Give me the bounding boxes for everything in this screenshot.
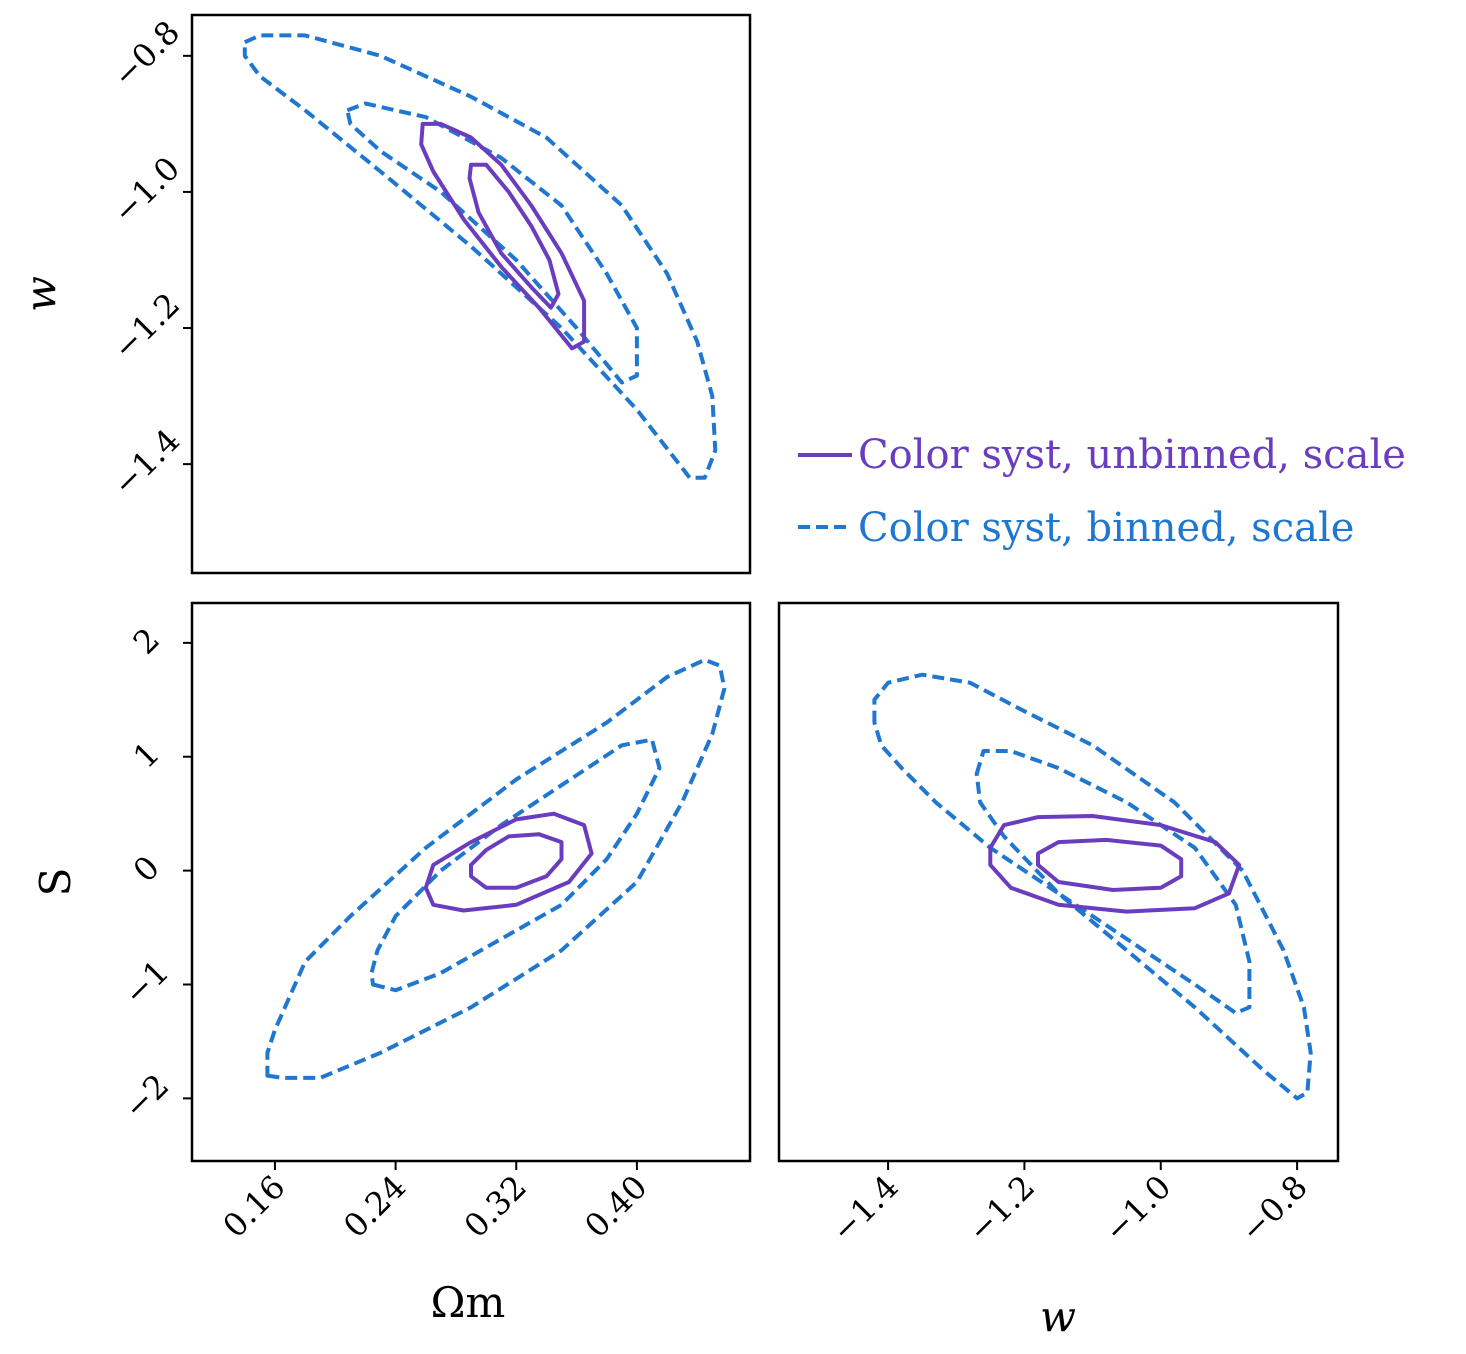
y-tick-label: −1 — [116, 953, 176, 1013]
contour-binned-outer — [265, 657, 727, 1080]
legend-label-unbinned: Color syst, unbinned, scale — [858, 432, 1406, 478]
panel-w-vs-omega-frame — [190, 13, 752, 575]
panel-s-vs-omega-contours — [265, 657, 727, 1080]
y-tick-label: 0 — [126, 848, 167, 889]
panel-s-vs-w-frame — [777, 601, 1340, 1163]
panel-w-vs-omega-contours — [242, 33, 718, 480]
panel-s-vs-w-contours — [872, 672, 1313, 1101]
axis-ticks: −0.8 −1.0 −1.2 −1.4 0.16 0.24 0.32 0.40 2 1 0 −1 −2 −… — [105, 13, 1314, 1249]
y-tick-label: −1.0 — [105, 149, 187, 231]
y-tick-label: 2 — [126, 620, 167, 661]
contour-binned-inner — [345, 101, 639, 385]
contour-unbinned-inner — [1036, 837, 1184, 892]
xlabel-w: w — [1040, 1292, 1076, 1341]
ylabel-s: S — [31, 868, 80, 897]
ylabel-w: w — [16, 276, 65, 312]
x-tick-label: −1.2 — [960, 1168, 1042, 1250]
contour-unbinned-inner — [469, 832, 564, 890]
x-tick-label: −1.4 — [824, 1168, 906, 1250]
x-tick-label: 0.16 — [215, 1168, 292, 1245]
x-tick-label: −0.8 — [1233, 1168, 1315, 1250]
y-tick-label: −0.8 — [105, 13, 187, 95]
panel-s-vs-omega-frame — [190, 601, 752, 1163]
contour-unbinned-outer — [423, 811, 594, 913]
contour-unbinned-outer — [419, 121, 587, 351]
y-tick-label: −2 — [116, 1066, 176, 1126]
y-tick-label: −1.4 — [105, 421, 187, 503]
x-tick-label: 0.32 — [457, 1168, 534, 1245]
x-tick-label: 0.24 — [336, 1168, 413, 1245]
xlabel-omega-m: Ωm — [431, 1278, 506, 1327]
x-tick-label: −1.0 — [1097, 1168, 1179, 1250]
contour-binned-inner — [974, 749, 1252, 1015]
contour-binned-outer — [242, 33, 718, 480]
contour-binned-outer — [872, 672, 1313, 1101]
legend: Color syst, unbinned, scale Color syst, … — [798, 432, 1406, 551]
contour-unbinned-inner — [467, 162, 561, 310]
contour-unbinned-outer — [988, 814, 1242, 914]
x-tick-label: 0.40 — [577, 1168, 654, 1245]
contour-binned-inner — [369, 737, 662, 993]
legend-label-binned: Color syst, binned, scale — [858, 505, 1354, 551]
y-tick-label: 1 — [126, 734, 167, 775]
y-tick-label: −1.2 — [105, 285, 187, 367]
